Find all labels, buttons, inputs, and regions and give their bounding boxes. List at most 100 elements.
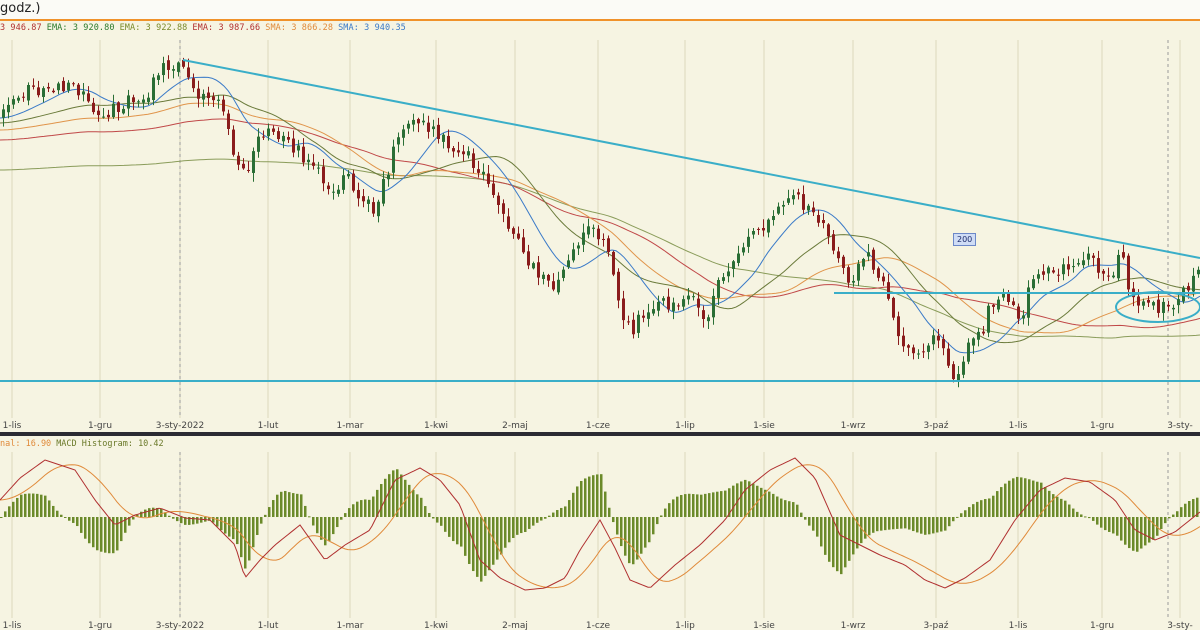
candle-body [1172, 307, 1175, 310]
candle-body [642, 315, 645, 318]
histogram-bar [1192, 499, 1195, 517]
candle-body [292, 138, 295, 153]
histogram-bar [328, 517, 331, 542]
x-tick-label: 1-cze [586, 421, 611, 431]
histogram-bar [316, 517, 319, 534]
histogram-bar [844, 517, 847, 568]
histogram-bar [348, 508, 351, 517]
candle-body [1037, 274, 1040, 279]
histogram-bar [292, 493, 295, 517]
histogram-bar [404, 479, 407, 517]
histogram-bar [200, 517, 203, 523]
candle-body [1077, 263, 1080, 265]
x-tick-label: 3-sty-2022 [156, 421, 205, 431]
histogram-bar [868, 517, 871, 536]
candle-body [1112, 275, 1115, 278]
x-tick-label: 3-paź [924, 621, 949, 630]
candle-body [667, 296, 670, 310]
histogram-bar [596, 474, 599, 517]
candle-body [337, 189, 340, 194]
candle-body [37, 87, 40, 96]
candle-body [347, 173, 350, 177]
candle-body [377, 201, 380, 217]
histogram-bar [612, 517, 615, 523]
candle-body [772, 216, 775, 221]
candle-body [552, 281, 555, 290]
histogram-bar [464, 517, 467, 556]
candle-body [622, 298, 625, 321]
candle-body [1142, 301, 1145, 306]
candle-body [507, 216, 510, 229]
histogram-bar [188, 517, 191, 525]
candle-body [407, 123, 410, 129]
histogram-bar [480, 517, 483, 582]
histogram-bar [408, 484, 411, 517]
histogram-bar [776, 496, 779, 517]
histogram-bar [312, 517, 315, 526]
histogram-bar [840, 517, 843, 575]
histogram-bar [1080, 514, 1083, 517]
histogram-bar [908, 517, 911, 530]
histogram-bar [140, 511, 143, 517]
histogram-bar [892, 517, 895, 530]
histogram-bar [952, 517, 955, 522]
histogram-bar [1000, 487, 1003, 517]
candle-body [77, 84, 80, 96]
candle-body [897, 316, 900, 337]
histogram-bar [616, 517, 619, 535]
histogram-bar [244, 517, 247, 569]
candle-body [602, 238, 605, 241]
histogram-bar [180, 517, 183, 524]
histogram-bar [484, 517, 487, 576]
candle-body [1122, 252, 1125, 258]
candle-body [1012, 301, 1015, 306]
histogram-bar [1020, 477, 1023, 517]
candle-body [802, 194, 805, 210]
candle-body [197, 88, 200, 99]
candle-body [167, 60, 170, 70]
histogram-bar [600, 474, 603, 517]
candle-body [452, 148, 455, 152]
candle-body [352, 173, 355, 191]
histogram-bar [724, 490, 727, 517]
histogram-bar [252, 517, 255, 548]
candle-body [107, 114, 110, 118]
candle-body [682, 299, 685, 307]
candle-body [392, 146, 395, 173]
candle-body [447, 135, 450, 149]
candle-body [272, 128, 275, 132]
histogram-bar [148, 508, 151, 517]
candle-body [487, 173, 490, 184]
candle-body [917, 353, 920, 355]
candle-body [1117, 254, 1120, 279]
histogram-bar [356, 501, 359, 517]
histogram-bar [52, 505, 55, 517]
histogram-bar [460, 517, 463, 547]
histogram-bar [68, 517, 71, 521]
candle-body [457, 150, 460, 153]
histogram-bar [256, 517, 259, 535]
candle-body [662, 298, 665, 301]
candle-body [877, 268, 880, 278]
candle-body [512, 228, 515, 234]
ma-200-badge: 200 [953, 233, 977, 246]
candle-body [92, 102, 95, 113]
candle-body [232, 129, 235, 155]
x-tick-label: 3-sty- [1167, 421, 1193, 431]
x-tick-label: 1-mar [337, 421, 364, 431]
candle-body [242, 163, 245, 169]
candle-body [417, 119, 420, 124]
candle-body [2, 109, 5, 118]
histogram-bar [936, 517, 939, 533]
histogram-bar [1060, 498, 1063, 517]
histogram-bar [1148, 517, 1151, 543]
histogram-bar [72, 517, 75, 523]
histogram-bar [624, 517, 627, 556]
candle-body [142, 99, 145, 103]
candle-body [517, 233, 520, 239]
histogram-bar [1040, 482, 1043, 517]
histogram-bar [940, 517, 943, 532]
candle-body [722, 277, 725, 281]
histogram-bar [380, 484, 383, 517]
downtrend-line [182, 59, 1200, 259]
